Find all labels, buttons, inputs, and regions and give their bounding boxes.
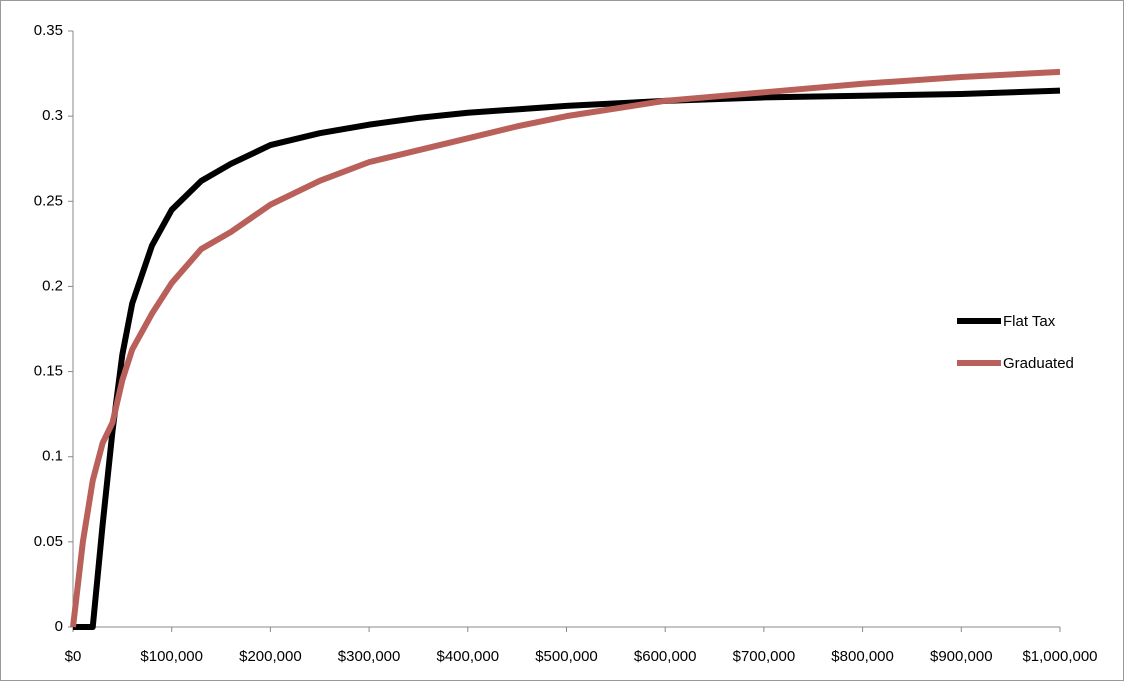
y-tick-label: 0.2 xyxy=(42,277,63,294)
x-tick-label: $500,000 xyxy=(535,648,598,665)
x-tick-label: $0 xyxy=(65,648,82,665)
x-tick-label: $300,000 xyxy=(338,648,401,665)
y-tick-label: 0.05 xyxy=(34,533,63,550)
y-tick-label: 0.15 xyxy=(34,363,63,380)
x-tick-label: $600,000 xyxy=(634,648,697,665)
x-tick-label: $200,000 xyxy=(239,648,302,665)
y-tick-label: 0.1 xyxy=(42,448,63,465)
x-tick-label: $1,000,000 xyxy=(1022,648,1097,665)
legend-label: Graduated xyxy=(1003,355,1074,372)
y-tick-label: 0 xyxy=(55,618,63,635)
x-tick-label: $400,000 xyxy=(437,648,500,665)
x-tick-label: $700,000 xyxy=(733,648,796,665)
x-tick-label: $900,000 xyxy=(930,648,993,665)
legend-label: Flat Tax xyxy=(1003,313,1056,330)
y-tick-label: 0.3 xyxy=(42,107,63,124)
line-series xyxy=(70,68,1061,628)
x-tick-label: $100,000 xyxy=(140,648,203,665)
y-tick-label: 0.25 xyxy=(34,192,63,209)
x-tick-label: $800,000 xyxy=(831,648,894,665)
y-tick-label: 0.35 xyxy=(34,22,63,39)
